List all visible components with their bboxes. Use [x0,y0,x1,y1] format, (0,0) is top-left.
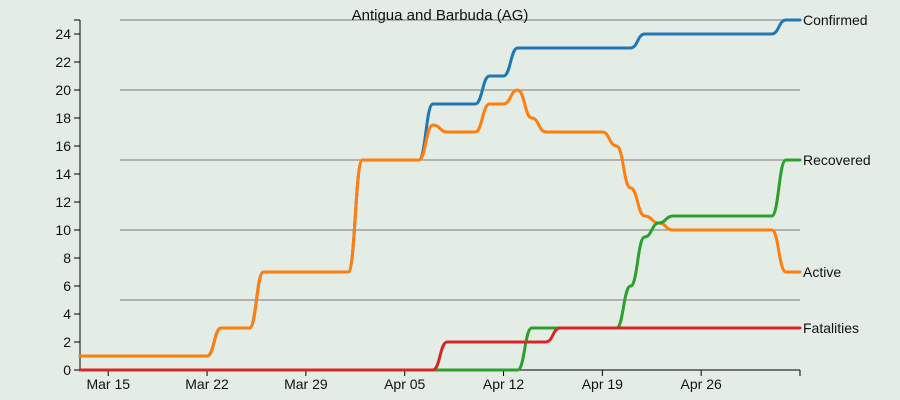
series-label-recovered: Recovered [803,152,871,168]
y-tick-label: 4 [63,306,71,322]
series-line-active [78,88,802,358]
y-tick-label: 18 [55,110,71,126]
y-tick-label: 22 [55,54,71,70]
grid-lines [120,19,800,301]
x-tick-label: Apr 12 [483,376,524,392]
x-tick-label: Mar 29 [284,376,328,392]
y-tick-label: 10 [55,222,71,238]
x-tick-label: Apr 26 [681,376,722,392]
y-tick-label: 12 [55,194,71,210]
y-tick-label: 16 [55,138,71,154]
x-tick-label: Mar 22 [185,376,229,392]
chart-title: Antigua and Barbuda (AG) [352,7,529,24]
y-tick-label: 6 [63,278,71,294]
y-tick-label: 2 [63,334,71,350]
series-line-fatalities [78,326,802,372]
x-tick-label: Apr 19 [582,376,623,392]
x-tick-label: Apr 05 [384,376,425,392]
series-line-recovered [78,158,802,372]
series-line-confirmed [78,18,802,358]
y-tick-label: 8 [63,250,71,266]
y-tick-label: 24 [55,26,71,42]
series-labels: Confirmed Active Recovered Fatalities [803,12,871,336]
series-label-fatalities: Fatalities [803,320,859,336]
y-tick-label: 20 [55,82,71,98]
x-axis-ticks: Mar 15 Mar 22 Mar 29 Apr 05 Apr 12 Apr 19 Apr … [86,370,801,392]
series-label-active: Active [803,264,841,280]
series-label-confirmed: Confirmed [803,12,868,28]
y-tick-label: 14 [55,166,71,182]
y-tick-label: 0 [63,362,71,378]
series-lines [78,18,802,372]
x-tick-label: Mar 15 [86,376,130,392]
